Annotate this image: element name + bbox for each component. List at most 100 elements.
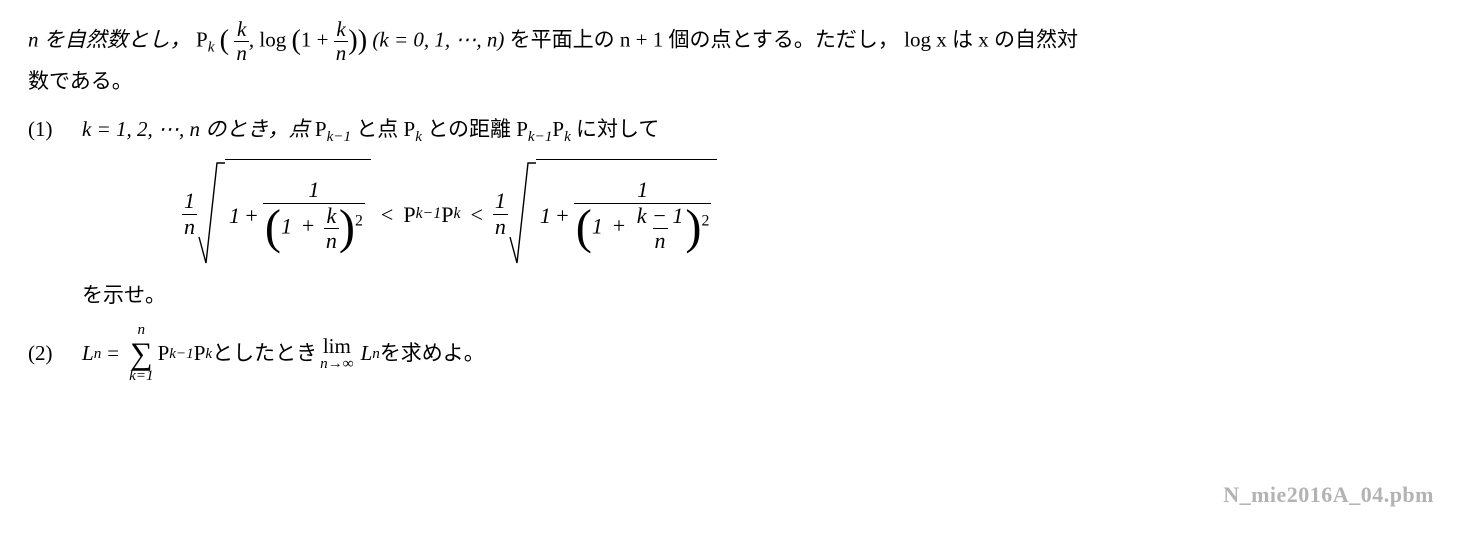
sqrt-right: 1 + 1 (1 + k − 1 n )2 — [508, 159, 718, 269]
intro-n: n を自然数とし， — [28, 27, 191, 51]
rl-plus: + — [244, 198, 259, 233]
mid2: との距離 — [427, 117, 516, 141]
pkmb-s: k — [453, 201, 460, 226]
bf-den-right: (1 + k − 1 n )2 — [574, 203, 712, 253]
sum-symbol: n ∑ k=1 — [129, 323, 153, 385]
intro-tail1: を平面上の n + 1 個の点とする。ただし， — [510, 27, 899, 51]
ifdr: n — [653, 228, 668, 253]
part1-lead: k = 1, 2, ⋯, n のとき，点 — [82, 117, 315, 141]
part-2: (2) Ln = n ∑ k=1 Pk−1Pk としたとき lim n→∞ Ln… — [28, 323, 1436, 385]
pk1-sub: k−1 — [327, 129, 351, 145]
frac-num2: k — [334, 18, 347, 41]
open-paren-icon: ( — [220, 28, 229, 55]
inner-frac-right: k − 1 n — [635, 204, 686, 253]
num-1: 1 — [182, 189, 197, 213]
lp-icon: ( — [265, 206, 281, 250]
log-plus: + — [317, 27, 329, 51]
radical-icon — [197, 159, 225, 269]
sq-l: 2 — [355, 212, 363, 229]
p2-pa: P — [158, 337, 170, 371]
pk2-sub: k — [415, 129, 422, 145]
radicand-right: 1 + 1 (1 + k − 1 n )2 — [536, 159, 718, 269]
close-paren2-icon: ) — [348, 28, 357, 55]
pk4: P — [552, 117, 564, 141]
intro-tail3: 数である。 — [28, 69, 133, 93]
part-1-number: (1) — [28, 113, 82, 147]
ifd: n — [324, 228, 339, 253]
Ln2-sub: n — [372, 342, 380, 366]
Ln: L — [82, 337, 94, 371]
pk3: P — [516, 117, 528, 141]
mid3: に対して — [576, 117, 659, 141]
intro-paragraph: n を自然数とし， Pk ( k n , log (1 + k n )) (k … — [28, 18, 1436, 99]
bf-num: 1 — [306, 178, 321, 202]
lt-2: < — [470, 197, 482, 232]
bf-den-left: (1 + k n )2 — [263, 203, 365, 253]
sq-r: 2 — [701, 212, 709, 229]
close-paren-icon: ) — [358, 28, 367, 55]
pkmb: P — [441, 197, 453, 232]
pk4-sub: k — [564, 129, 571, 145]
frac-k-n-2: k n — [334, 18, 349, 65]
pkma-s: k−1 — [416, 201, 442, 226]
frac-den: n — [234, 41, 249, 65]
frac-num: k — [235, 18, 248, 41]
point-P: P — [196, 27, 208, 51]
rr-1: 1 — [540, 198, 551, 233]
frac-den2: n — [334, 41, 349, 65]
pkma: P — [403, 197, 415, 232]
log-1: 1 — [301, 27, 312, 51]
part-1: (1) k = 1, 2, ⋯, n のとき，点 Pk−1 と点 Pk との距離… — [28, 113, 1436, 313]
comma: , — [249, 27, 260, 51]
lp2-icon: ( — [576, 206, 592, 250]
p2-pb: P — [194, 337, 206, 371]
dl1: 1 — [281, 213, 292, 238]
Ln2: L — [361, 337, 373, 371]
inner-frac-left: k n — [324, 204, 339, 253]
point-P-sub: k — [208, 40, 215, 56]
sqrt-left: 1 + 1 (1 + k n )2 — [197, 159, 371, 269]
big-frac-right: 1 (1 + k − 1 n )2 — [574, 178, 712, 253]
dlp: + — [300, 213, 315, 238]
radicand-left: 1 + 1 (1 + k n )2 — [225, 159, 371, 269]
lim-word: lim — [323, 335, 351, 357]
dr1: 1 — [592, 213, 603, 238]
pk2: P — [404, 117, 416, 141]
frac-1n-left: 1 n — [182, 189, 197, 238]
math-problem-page: n を自然数とし， Pk ( k n , log (1 + k n )) (k … — [0, 0, 1464, 536]
rl-1: 1 — [229, 198, 240, 233]
p2-pb-s: k — [205, 342, 212, 366]
radical-icon-2 — [508, 159, 536, 269]
part-1-body: k = 1, 2, ⋯, n のとき，点 Pk−1 と点 Pk との距離 Pk−… — [82, 113, 1436, 313]
rr-plus: + — [555, 198, 570, 233]
frac-1n-right: 1 n — [493, 189, 508, 238]
open-paren2-icon: ( — [291, 28, 300, 55]
p2-mid: としたとき — [212, 337, 317, 371]
Ln-sub: n — [94, 342, 102, 366]
p2-tail: を求めよ。 — [380, 337, 485, 371]
drp: + — [611, 213, 626, 238]
eq: = — [107, 337, 119, 371]
rp-icon: ) — [339, 206, 355, 250]
logx: log x — [904, 27, 947, 51]
mid1: と点 — [356, 117, 403, 141]
bfr-num: 1 — [635, 178, 650, 202]
ifn: k — [324, 204, 338, 228]
den-nr: n — [493, 214, 508, 239]
intro-tail2: は x の自然対 — [952, 27, 1078, 51]
log-label: log — [259, 27, 286, 51]
lim-to: n→∞ — [320, 357, 353, 373]
k-range: (k = 0, 1, ⋯, n) — [372, 27, 504, 51]
source-filename: N_mie2016A_04.pbm — [1223, 477, 1434, 512]
p2-pa-s: k−1 — [169, 342, 193, 366]
sum-bot: k=1 — [129, 369, 153, 384]
part-2-body: Ln = n ∑ k=1 Pk−1Pk としたとき lim n→∞ Ln を求め… — [82, 323, 1436, 385]
part1-close: を示せ。 — [82, 279, 1436, 313]
pk3-sub: k−1 — [528, 129, 552, 145]
num-1r: 1 — [493, 189, 508, 213]
sigma-icon: ∑ — [130, 338, 152, 370]
den-n: n — [182, 214, 197, 239]
part-2-number: (2) — [28, 337, 82, 371]
lt-1: < — [381, 197, 393, 232]
rp2-icon: ) — [685, 206, 701, 250]
